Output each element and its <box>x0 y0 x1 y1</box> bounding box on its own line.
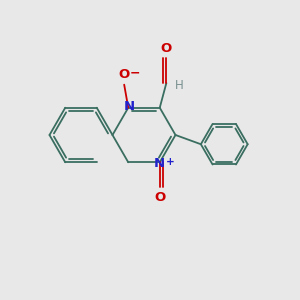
Text: N: N <box>123 100 134 113</box>
Text: N: N <box>154 157 165 170</box>
Text: O: O <box>118 68 129 81</box>
Text: −: − <box>130 66 140 79</box>
Text: O: O <box>161 42 172 55</box>
Text: H: H <box>175 79 184 92</box>
Text: O: O <box>154 191 165 204</box>
Text: +: + <box>166 157 175 167</box>
